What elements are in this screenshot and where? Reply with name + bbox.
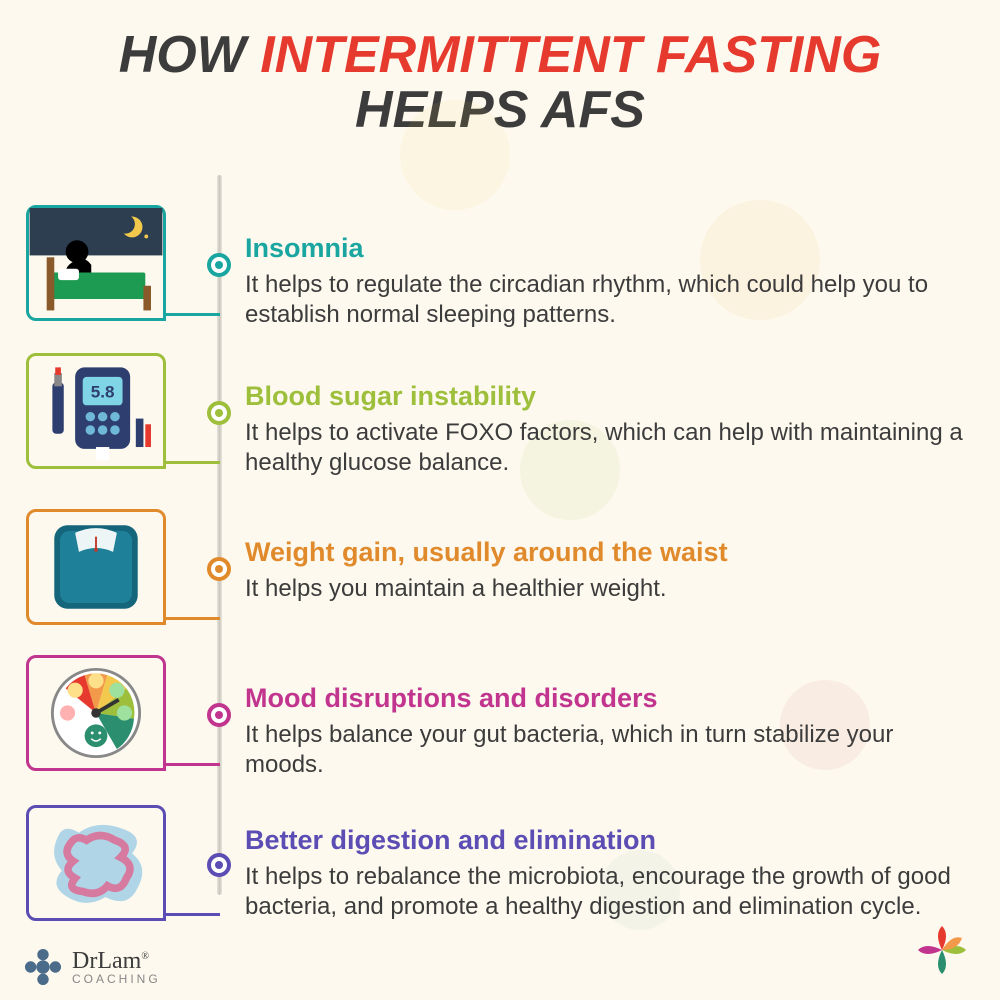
bed-icon (29, 208, 163, 318)
desc-mood: It helps balance your gut bacteria, whic… (245, 720, 970, 780)
desc-blood-sugar: It helps to activate FOXO factors, which… (245, 418, 970, 478)
digestion-icon-box (26, 805, 166, 921)
page-title: HOW INTERMITTENT FASTING HELPS AFS (0, 0, 1000, 137)
glucometer-icon-box: 5.8 (26, 353, 166, 469)
flower-icon (912, 920, 972, 980)
svg-text:5.8: 5.8 (91, 383, 115, 402)
footer-text: DrLam® COACHING (72, 949, 161, 985)
heading-blood-sugar: Blood sugar instability (245, 381, 970, 412)
timeline-node (207, 853, 231, 877)
scale-icon (29, 512, 163, 622)
desc-weight: It helps you maintain a healthier weight… (245, 574, 970, 604)
desc-digestion: It helps to rebalance the microbiota, en… (245, 862, 970, 922)
connector (166, 461, 220, 464)
drlam-logo-icon (24, 948, 62, 986)
text-block: Blood sugar instability It helps to acti… (245, 381, 970, 478)
insomnia-icon-box (26, 205, 166, 321)
text-block: Weight gain, usually around the waist It… (245, 537, 970, 604)
mood-icon-box (26, 655, 166, 771)
text-block: Mood disruptions and disorders It helps … (245, 683, 970, 780)
text-block: Better digestion and elimination It help… (245, 825, 970, 922)
text-block: Insomnia It helps to regulate the circad… (245, 233, 970, 330)
timeline-vline (217, 175, 222, 895)
footer-brand: DrLam® COACHING (24, 948, 161, 986)
heading-weight: Weight gain, usually around the waist (245, 537, 970, 568)
connector (166, 617, 220, 620)
intestine-icon (29, 808, 163, 918)
glucometer-icon: 5.8 (29, 356, 163, 466)
timeline: Insomnia It helps to regulate the circad… (0, 175, 1000, 940)
heading-mood: Mood disruptions and disorders (245, 683, 970, 714)
connector (166, 763, 220, 766)
title-how: HOW (119, 26, 261, 84)
footer-brand-name: DrLam® (72, 949, 161, 973)
mood-dial-icon (29, 658, 163, 768)
desc-insomnia: It helps to regulate the circadian rhyth… (245, 270, 970, 330)
heading-digestion: Better digestion and elimination (245, 825, 970, 856)
timeline-node (207, 557, 231, 581)
connector (166, 313, 220, 316)
scale-icon-box (26, 509, 166, 625)
footer-subline: COACHING (72, 973, 161, 985)
title-helps-afs: HELPS AFS (355, 81, 645, 139)
connector (166, 913, 220, 916)
heading-insomnia: Insomnia (245, 233, 970, 264)
timeline-node (207, 703, 231, 727)
timeline-node (207, 401, 231, 425)
title-if: INTERMITTENT FASTING (260, 26, 881, 84)
timeline-node (207, 253, 231, 277)
